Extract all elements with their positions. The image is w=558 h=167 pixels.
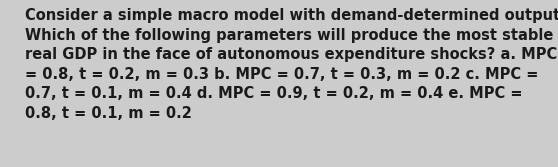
- Text: Consider a simple macro model with demand-determined output.
Which of the follow: Consider a simple macro model with deman…: [25, 8, 558, 121]
